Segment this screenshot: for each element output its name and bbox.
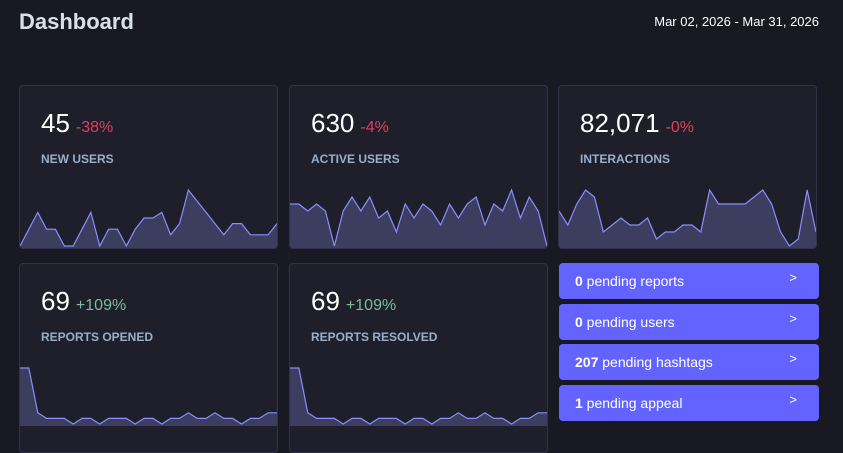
- metric-change: +109%: [75, 297, 127, 314]
- metric-value: 69 +109%: [41, 286, 126, 317]
- sparkline-chart: [290, 188, 547, 248]
- pending-appeal-link[interactable]: 1 pending appeal >: [559, 385, 819, 421]
- sparkline-line: [559, 188, 816, 247]
- pending-text: pending reports: [582, 273, 684, 289]
- sparkline-line: [20, 367, 277, 425]
- metric-label: REPORTS RESOLVED: [311, 330, 438, 344]
- pending-count: 0: [575, 314, 583, 330]
- pending-count: 0: [575, 273, 583, 289]
- sparkline-chart: [290, 367, 547, 426]
- pending-text: pending users: [582, 314, 675, 330]
- metric-label: ACTIVE USERS: [311, 152, 400, 166]
- date-range: Mar 02, 2026 - Mar 31, 2026: [654, 14, 819, 29]
- interactions-card: 82,071 -0% INTERACTIONS: [558, 85, 817, 249]
- metric-change: -0%: [665, 119, 694, 136]
- metric-value: 69 +109%: [311, 286, 396, 317]
- chevron-right-icon: >: [789, 311, 797, 326]
- metric-number: 630: [311, 108, 355, 138]
- pending-reports-link[interactable]: 0 pending reports >: [559, 263, 819, 299]
- sparkline-area: [290, 368, 547, 426]
- chevron-right-icon: >: [789, 351, 797, 366]
- reports-resolved-card: 69 +109% REPORTS RESOLVED: [289, 263, 548, 453]
- pending-users-link[interactable]: 0 pending users >: [559, 304, 819, 340]
- sparkline-chart: [559, 188, 816, 248]
- metric-change: -4%: [360, 119, 389, 136]
- metric-label: REPORTS OPENED: [41, 330, 154, 344]
- new-users-card: 45 -38% NEW USERS: [19, 85, 278, 249]
- page-title: Dashboard: [19, 9, 134, 34]
- metric-number: 82,071: [580, 108, 660, 138]
- sparkline-area: [559, 190, 816, 248]
- pending-text: pending hashtags: [598, 354, 713, 370]
- chevron-right-icon: >: [789, 392, 797, 407]
- pending-count: 207: [575, 354, 599, 370]
- sparkline-area: [20, 368, 277, 426]
- metric-value: 82,071 -0%: [580, 108, 694, 139]
- metric-value: 45 -38%: [41, 108, 113, 139]
- metric-change: +109%: [345, 297, 397, 314]
- sparkline-area: [290, 190, 547, 248]
- sparkline-line: [290, 188, 547, 247]
- metric-label: NEW USERS: [41, 152, 114, 166]
- active-users-card: 630 -4% ACTIVE USERS: [289, 85, 548, 249]
- sparkline-chart: [20, 367, 277, 426]
- pending-text: pending appeal: [582, 395, 683, 411]
- metric-value: 630 -4%: [311, 108, 389, 139]
- sparkline-chart: [20, 188, 277, 248]
- metric-number: 45: [41, 108, 70, 138]
- metric-number: 69: [311, 286, 340, 316]
- pending-count: 1: [575, 395, 583, 411]
- pending-hashtags-link[interactable]: 207 pending hashtags >: [559, 344, 819, 380]
- metric-change: -38%: [75, 119, 114, 136]
- sparkline-area: [20, 190, 277, 248]
- chevron-right-icon: >: [789, 270, 797, 285]
- sparkline-line: [20, 188, 277, 248]
- reports-opened-card: 69 +109% REPORTS OPENED: [19, 263, 278, 453]
- metric-number: 69: [41, 286, 70, 316]
- sparkline-line: [290, 367, 547, 425]
- metric-label: INTERACTIONS: [580, 152, 670, 166]
